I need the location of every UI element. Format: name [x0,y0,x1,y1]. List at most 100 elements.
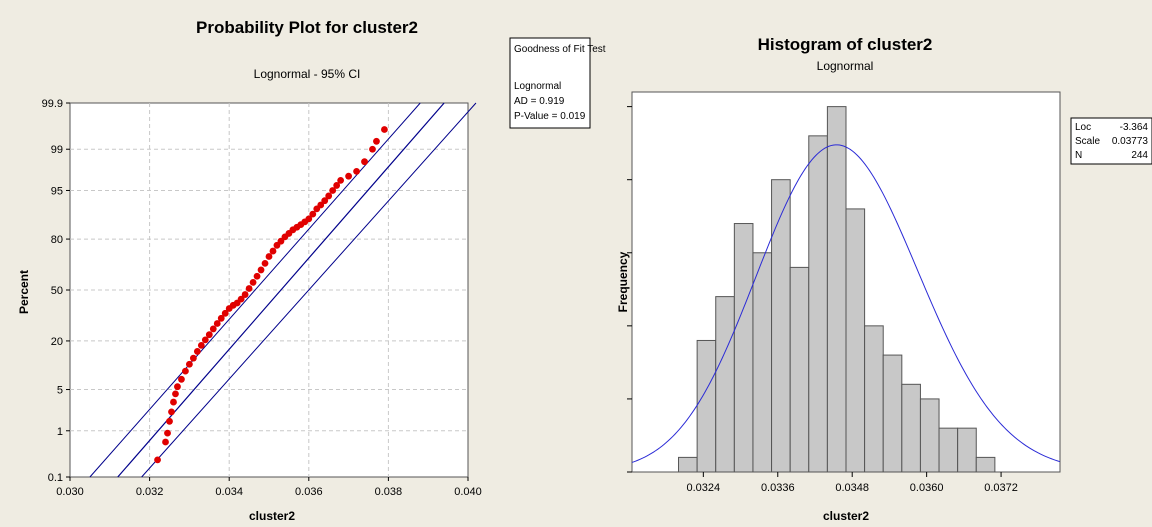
pp-y-tick-label: 99 [51,144,63,156]
stats-n-label: N [1075,150,1082,161]
pp-point [249,278,257,286]
pp-x-axis-label: cluster2 [249,509,295,523]
hist-bar [733,223,754,473]
pp-point [221,309,229,317]
pp-point [325,192,333,200]
pp-y-tick-label: 95 [51,185,63,197]
pp-x-tick-label: 0.032 [136,486,164,498]
pp-x-tick-label: 0.040 [454,486,482,498]
pp-point [205,331,213,339]
stats-box-frame [1070,117,1152,165]
pp-point [201,336,209,344]
hist-x-tick-label: 0.0360 [910,482,944,494]
pp-point [321,197,329,205]
pp-point [329,187,337,194]
pp-point [193,348,201,355]
pp-point [209,325,217,333]
gof-distribution: Lognormal [514,81,561,92]
pp-point [166,417,173,425]
hist-x-tick-label: 0.0348 [835,482,869,494]
hist-bar [715,296,735,473]
hist-y-ticks [627,106,632,473]
hist-bar [957,427,977,473]
pp-point [353,167,360,175]
pp-point [168,408,175,416]
stats-n-value: 244 [1131,150,1148,161]
goodness-of-fit-box: Goodness of Fit Test Lognormal AD = 0.91… [509,37,606,129]
hist-bar [975,456,996,473]
gof-ad: AD = 0.919 [514,96,565,107]
pp-title: Probability Plot for cluster2 [196,18,418,37]
pp-point [213,320,221,327]
hist-bars [678,106,996,473]
pp-points [154,126,388,464]
pp-y-tick-label: 80 [51,234,63,246]
gof-title: Goodness of Fit Test [514,44,606,55]
pp-x-tick-label: 0.034 [215,486,243,498]
pp-point [261,259,269,267]
pp-point [245,285,253,292]
hist-x-tick-label: 0.0324 [687,482,721,494]
stats-loc-label: Loc [1075,122,1091,133]
hist-bar [678,456,698,473]
pp-point [257,266,265,274]
pp-point [361,158,368,166]
pp-point [253,272,261,280]
pp-point [265,253,273,260]
hist-bar [789,266,810,473]
pp-point [373,137,380,145]
probability-plot: Probability Plot for cluster2 Lognormal … [17,18,606,523]
hist-bar [826,106,847,473]
pp-point [269,247,277,255]
pp-point [164,429,171,437]
pp-point [305,215,313,223]
pp-y-tick-label: 5 [57,385,63,397]
hist-bar [771,179,791,473]
hist-bar [845,208,866,473]
hist-title: Histogram of cluster2 [758,35,933,54]
pp-point [333,182,341,189]
pp-x-tick-label: 0.038 [375,486,403,498]
pp-point [186,360,193,368]
hist-subtitle: Lognormal [817,59,874,73]
hist-bar [938,427,959,473]
pp-point [337,176,345,184]
pp-point [172,390,179,398]
pp-point [170,398,177,406]
pp-point [241,291,249,298]
pp-subtitle: Lognormal - 95% CI [254,67,361,81]
pp-y-tick-label: 0.1 [48,472,63,484]
pp-x-ticks: 0.030 0.032 0.034 0.036 0.038 0.040 [56,477,482,498]
stats-scale-label: Scale [1075,136,1100,147]
hist-bar [882,354,903,473]
stats-loc-value: -3.364 [1120,122,1149,133]
hist-x-ticks: 0.0324 0.0336 0.0348 0.0360 0.0372 [687,472,1018,494]
pp-point [217,314,225,322]
hist-density-curve [631,144,1061,463]
hist-bar [919,398,940,473]
pp-point [345,172,352,180]
hist-stats-box: Loc -3.364 Scale 0.03773 N 244 [1070,117,1152,165]
pp-grid [70,103,468,477]
pp-point [369,145,376,153]
pp-y-tick-label: 1 [57,426,63,438]
pp-point [154,456,161,464]
pp-ci-lower-line [89,102,421,478]
pp-point [317,201,325,209]
hist-bar [901,383,921,473]
hist-bar [696,339,717,473]
pp-x-tick-label: 0.036 [295,486,323,498]
pp-y-tick-label: 20 [51,336,63,348]
pp-point [197,341,205,349]
pp-y-ticks: 99.9 99 95 80 50 20 5 1 0.1 [42,98,70,484]
pp-point [277,237,285,245]
stats-scale-value: 0.03773 [1112,136,1149,147]
hist-x-tick-label: 0.0336 [761,482,795,494]
pp-point [162,438,169,446]
hist-y-axis-label: Frequency [616,251,630,312]
pp-ci-upper-line [141,102,477,478]
pp-point [381,126,388,133]
gof-box-frame [509,37,591,129]
pp-point [309,210,317,218]
hist-bar [752,252,773,473]
